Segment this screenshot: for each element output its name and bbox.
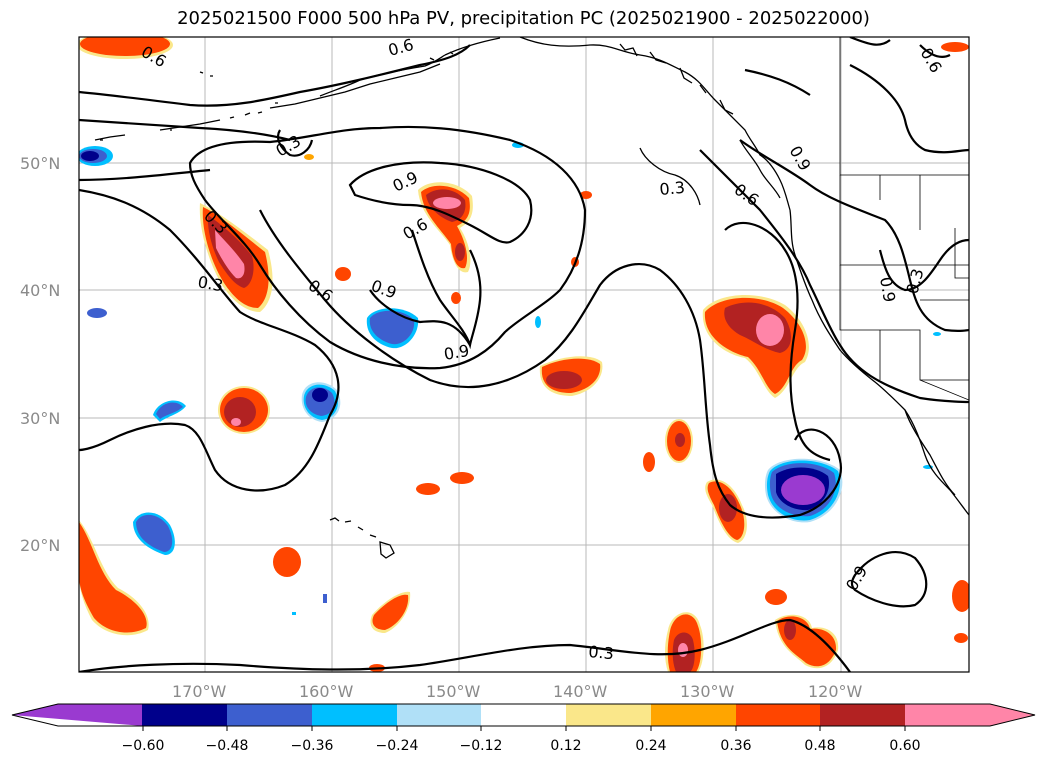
colorbar-tick-label: −0.24 xyxy=(376,738,419,754)
colorbar-segment xyxy=(736,704,821,726)
precip-blob xyxy=(79,520,149,636)
colorbar-segment xyxy=(312,704,398,726)
precip-blob xyxy=(580,191,592,199)
precip-blob xyxy=(705,479,747,543)
latitude-labels: 50°N 40°N 30°N 20°N xyxy=(20,154,60,555)
colorbar-tick-label: 0.24 xyxy=(635,738,666,754)
precip-blob xyxy=(133,512,175,555)
precip-blob xyxy=(416,483,440,495)
precip-blob xyxy=(941,42,969,52)
lat-label: 20°N xyxy=(20,536,60,555)
precip-blob xyxy=(539,356,603,396)
lon-label: 170°W xyxy=(172,682,227,701)
colorbar-segment xyxy=(651,704,737,726)
map-area: 0.6 0.6 0.3 0.3 0.9 0.6 0.9 0.9 0.3 0.6 … xyxy=(79,35,969,672)
precip-blob xyxy=(765,589,787,605)
coastlines xyxy=(94,37,969,559)
precip-positive-anomalies xyxy=(79,37,969,672)
colorbar-segment xyxy=(566,704,652,726)
precip-blob xyxy=(954,633,968,643)
precip-blob xyxy=(702,294,809,398)
precip-blob xyxy=(764,458,843,523)
precip-blob xyxy=(952,580,969,612)
colorbar-tick-label: 0.12 xyxy=(550,738,581,754)
lat-label: 40°N xyxy=(20,281,60,300)
precip-blob xyxy=(335,267,351,281)
precip-blob xyxy=(665,612,704,672)
colorbar-segment xyxy=(397,704,482,726)
colorbar-tick-label: −0.12 xyxy=(460,738,503,754)
longitude-labels: 170°W 160°W 150°W 140°W 130°W 120°W xyxy=(172,682,863,701)
precip-blob xyxy=(370,591,411,633)
precip-blob xyxy=(273,547,301,577)
political-borders xyxy=(839,37,969,401)
precip-blob xyxy=(218,386,270,434)
colorbar-outline xyxy=(11,703,1036,727)
colorbar-tick-label: −0.36 xyxy=(291,738,334,754)
colorbar-tick-label: −0.48 xyxy=(206,738,249,754)
precip-blob xyxy=(451,292,461,304)
precip-blob xyxy=(79,146,113,166)
colorbar-segment xyxy=(820,704,906,726)
lon-label: 120°W xyxy=(808,682,863,701)
precip-blob xyxy=(665,419,693,463)
colorbar-tick-label: 0.36 xyxy=(720,738,751,754)
colorbar-segment xyxy=(142,704,228,726)
colorbar: −0.60 −0.48 −0.36 −0.24 −0.12 0.12 0.24 … xyxy=(11,703,1036,754)
contour-label: 0.9 xyxy=(442,341,470,364)
lat-label: 30°N xyxy=(20,409,60,428)
precip-blob xyxy=(643,452,655,472)
precip-blob xyxy=(933,332,941,336)
map-frame xyxy=(78,36,970,673)
contour-label: 0.3 xyxy=(659,178,686,199)
precip-blob xyxy=(323,594,327,603)
precip-blob xyxy=(775,614,839,669)
contour-label: 0.3 xyxy=(196,272,224,295)
pv-contours xyxy=(79,37,969,672)
precip-blob xyxy=(153,400,186,422)
precip-blob xyxy=(418,182,473,273)
contour-label: 0.3 xyxy=(588,642,615,663)
colorbar-tick-label: 0.48 xyxy=(804,738,835,754)
precip-blob xyxy=(292,612,296,615)
colorbar-extend-high xyxy=(905,704,1035,726)
colorbar-extend-low xyxy=(12,704,143,726)
contour-label: 0.6 xyxy=(386,35,416,60)
colorbar-segment xyxy=(227,704,313,726)
lon-label: 140°W xyxy=(553,682,608,701)
precip-blob xyxy=(535,316,541,328)
colorbar-segment xyxy=(481,704,567,726)
lon-label: 150°W xyxy=(426,682,481,701)
precip-blob xyxy=(79,37,173,59)
precip-blob xyxy=(304,154,314,160)
contour-label: 0.9 xyxy=(876,275,899,303)
lon-label: 130°W xyxy=(680,682,735,701)
map-title: 2025021500 F000 500 hPa PV, precipitatio… xyxy=(177,8,870,29)
precip-blob xyxy=(450,472,474,484)
lon-label: 160°W xyxy=(299,682,354,701)
precip-blob xyxy=(87,308,107,318)
precip-blob xyxy=(199,203,273,312)
colorbar-tick-label: −0.60 xyxy=(122,738,165,754)
colorbar-tick-label: 0.60 xyxy=(889,738,920,754)
lat-label: 50°N xyxy=(20,154,60,173)
precip-negative-anomalies xyxy=(79,142,941,615)
